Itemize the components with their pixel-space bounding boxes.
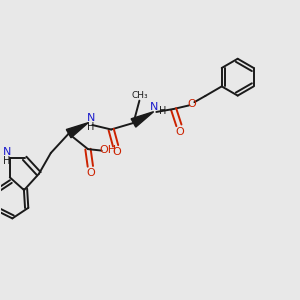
Text: O: O [112, 147, 121, 158]
Text: N: N [150, 102, 158, 112]
Text: N: N [86, 112, 95, 123]
Text: N: N [3, 147, 11, 157]
Polygon shape [131, 112, 154, 127]
Text: OH: OH [99, 145, 116, 155]
Text: O: O [188, 99, 196, 109]
Text: H: H [87, 122, 94, 132]
Text: H: H [3, 156, 10, 166]
Text: O: O [86, 168, 95, 178]
Text: CH₃: CH₃ [131, 91, 148, 100]
Text: O: O [176, 127, 184, 137]
Text: H: H [159, 106, 166, 116]
Polygon shape [66, 123, 88, 138]
